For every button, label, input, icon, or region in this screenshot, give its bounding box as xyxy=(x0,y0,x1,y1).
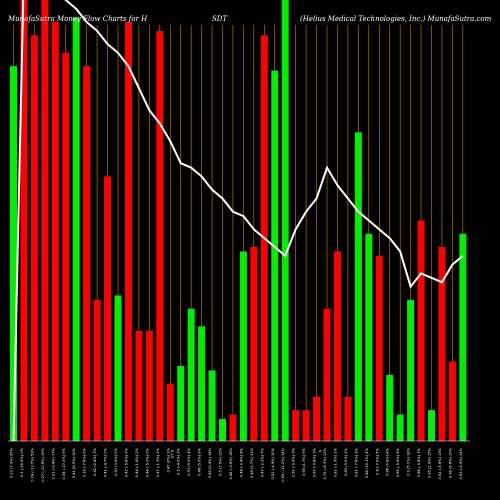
bar-up xyxy=(354,132,362,442)
bar-up xyxy=(396,414,404,441)
bar-down xyxy=(41,0,49,441)
bar-down xyxy=(302,410,310,441)
tick-label: 0.24 (-13.7%) 53% xyxy=(30,447,34,481)
axis-annotation-left: 0.23 xyxy=(170,450,174,458)
bar-down xyxy=(333,251,341,441)
tick-label: 0.53 (9.0%) 4% xyxy=(187,447,191,476)
tick-labels: 0.23 (7.3%) 95% 0.2 (-16.5%) 0% 0.24 (-13.… xyxy=(10,447,463,481)
tick-label: 0.92 (-5.6%) 13% xyxy=(438,447,442,479)
bar-down xyxy=(313,396,321,441)
chart-title-left: MunafaSutra Money Flow Charts for H xyxy=(7,15,148,23)
tick-label: 0.5 (7.5%) 12% xyxy=(219,447,223,476)
tick-label: 0.86 (0.8%) 8% xyxy=(386,447,390,476)
tick-label: 0.85 (-5.9%) 8% xyxy=(396,447,400,477)
bar-up xyxy=(428,410,435,441)
bar-down xyxy=(62,52,70,442)
tick-label: 0.27 (-10.6%) 10% xyxy=(41,447,45,481)
tick-label: 0.69 (1.7%) 9% xyxy=(302,447,306,476)
tick-label: 0.62 (-9.9%) 3% xyxy=(292,447,296,477)
tick-label: 0.44 (-1.4%) 2% xyxy=(135,447,139,477)
tick-label: 0.52 (-4.9%) 10% xyxy=(271,447,275,479)
bar-down xyxy=(93,299,101,441)
bar-down xyxy=(250,246,258,441)
bar-down xyxy=(20,0,28,441)
bar-up xyxy=(271,70,279,441)
tick-label: 0.46 (-3.6%) 16% xyxy=(229,447,233,479)
bar-down xyxy=(323,308,331,441)
tick-label: 0.42 (2.4%) 3% xyxy=(93,447,97,476)
bar-up xyxy=(281,0,289,441)
bar-up xyxy=(386,374,394,441)
bar-up xyxy=(187,308,195,441)
tick-label: 0.82 (-1.9%) 1% xyxy=(333,447,337,477)
tick-label: 0.41 (-5.8%) 0% xyxy=(124,447,128,477)
tick-label: 0.81 (-7.8%) 3% xyxy=(354,447,358,477)
bar-up xyxy=(407,299,415,441)
bar-down xyxy=(448,361,456,441)
bar-down xyxy=(145,330,153,441)
bar-down xyxy=(375,255,383,441)
tick-label: 0.48 (5.0%) 9% xyxy=(198,447,202,476)
axis-annotation-right: 0 xyxy=(318,450,322,453)
bar-down xyxy=(135,330,143,441)
bar-up xyxy=(177,366,185,441)
bar-up xyxy=(239,251,247,441)
bar-down xyxy=(83,66,91,442)
bar-down xyxy=(156,30,164,442)
bar-up xyxy=(208,370,216,441)
tick-label: 0.95 (2.9%) 15% xyxy=(428,447,432,478)
bars-group xyxy=(10,0,467,442)
tick-label: 0.86 (-9.8%) 3% xyxy=(417,447,421,477)
tick-label: 0.9 (5.1%) 18% xyxy=(407,447,411,476)
money-flow-line xyxy=(12,0,464,442)
bar-down xyxy=(229,414,237,441)
tick-label: 0.47 (0%) 3% xyxy=(166,447,170,472)
tick-label: 0.23 (7.3%) 95% xyxy=(10,447,14,478)
tick-label: 0.8 (-7.0%) 5% xyxy=(375,447,379,475)
tick-label: 0.55 (-11.2%) 14% xyxy=(281,447,285,481)
tick-label: 0.48 (-0.4%) 8% xyxy=(239,447,243,477)
bar-down xyxy=(292,410,300,441)
tick-label: 0.34 (-17.3%) 9% xyxy=(62,447,66,479)
bar-up xyxy=(114,295,122,441)
bar-up xyxy=(459,233,467,441)
tick-label: 0.5 (-4.0%) 3% xyxy=(177,447,181,475)
bar-down xyxy=(166,383,174,441)
tick-label: 0.75 (-8.3%) 12% xyxy=(323,447,327,479)
chart-title-right: (Helius Medical Technologies, Inc.) Muna… xyxy=(300,15,492,23)
chart-title-mid: SDT xyxy=(212,15,228,23)
bar-down xyxy=(51,22,59,442)
tick-label: 0.93 (-5.4%) 14% xyxy=(459,447,463,479)
bar-up xyxy=(72,17,80,441)
tick-label: 0.88 (10.1%) 4% xyxy=(365,447,369,478)
bar-up xyxy=(219,418,226,441)
tick-label: 0.98 (5.6%) 10% xyxy=(448,447,452,478)
bar-up xyxy=(198,326,206,441)
bar-up xyxy=(10,66,17,442)
tick-label: 0.48 (0.7%) 11% xyxy=(250,447,254,478)
tick-label: 0.46 (0.4%) 14% xyxy=(208,447,212,478)
bar-up xyxy=(365,233,373,441)
bar-down xyxy=(104,176,112,441)
tick-label: 0.39 (-7.8%) 0% xyxy=(83,447,87,477)
tick-label: 0.47 (-2.3%) 7% xyxy=(260,447,264,477)
bar-down xyxy=(124,22,132,442)
tick-label: 0.83 (3.0%) 2% xyxy=(344,447,348,476)
bar-down xyxy=(417,220,425,441)
tick-label: 0.43 (3.6%) 0% xyxy=(114,447,118,476)
tick-label: 0.2 (-16.5%) 0% xyxy=(20,447,24,477)
tick-label: 0.41 (-4.7%) 0% xyxy=(104,447,108,477)
tick-label: 0.31 (-9.4%) 17% xyxy=(51,447,55,479)
tick-label: 0.67 (-9.8%) 3% xyxy=(313,447,317,477)
bar-down xyxy=(344,396,352,441)
tick-label: 0.44 (-5.3%) 0% xyxy=(145,447,149,477)
bar-down xyxy=(30,35,38,441)
bar-down xyxy=(438,246,446,441)
tick-label: 0.47 (-1.3%) 2% xyxy=(156,447,160,477)
tick-label: 0.41 (6.5%) 10% xyxy=(72,447,76,478)
